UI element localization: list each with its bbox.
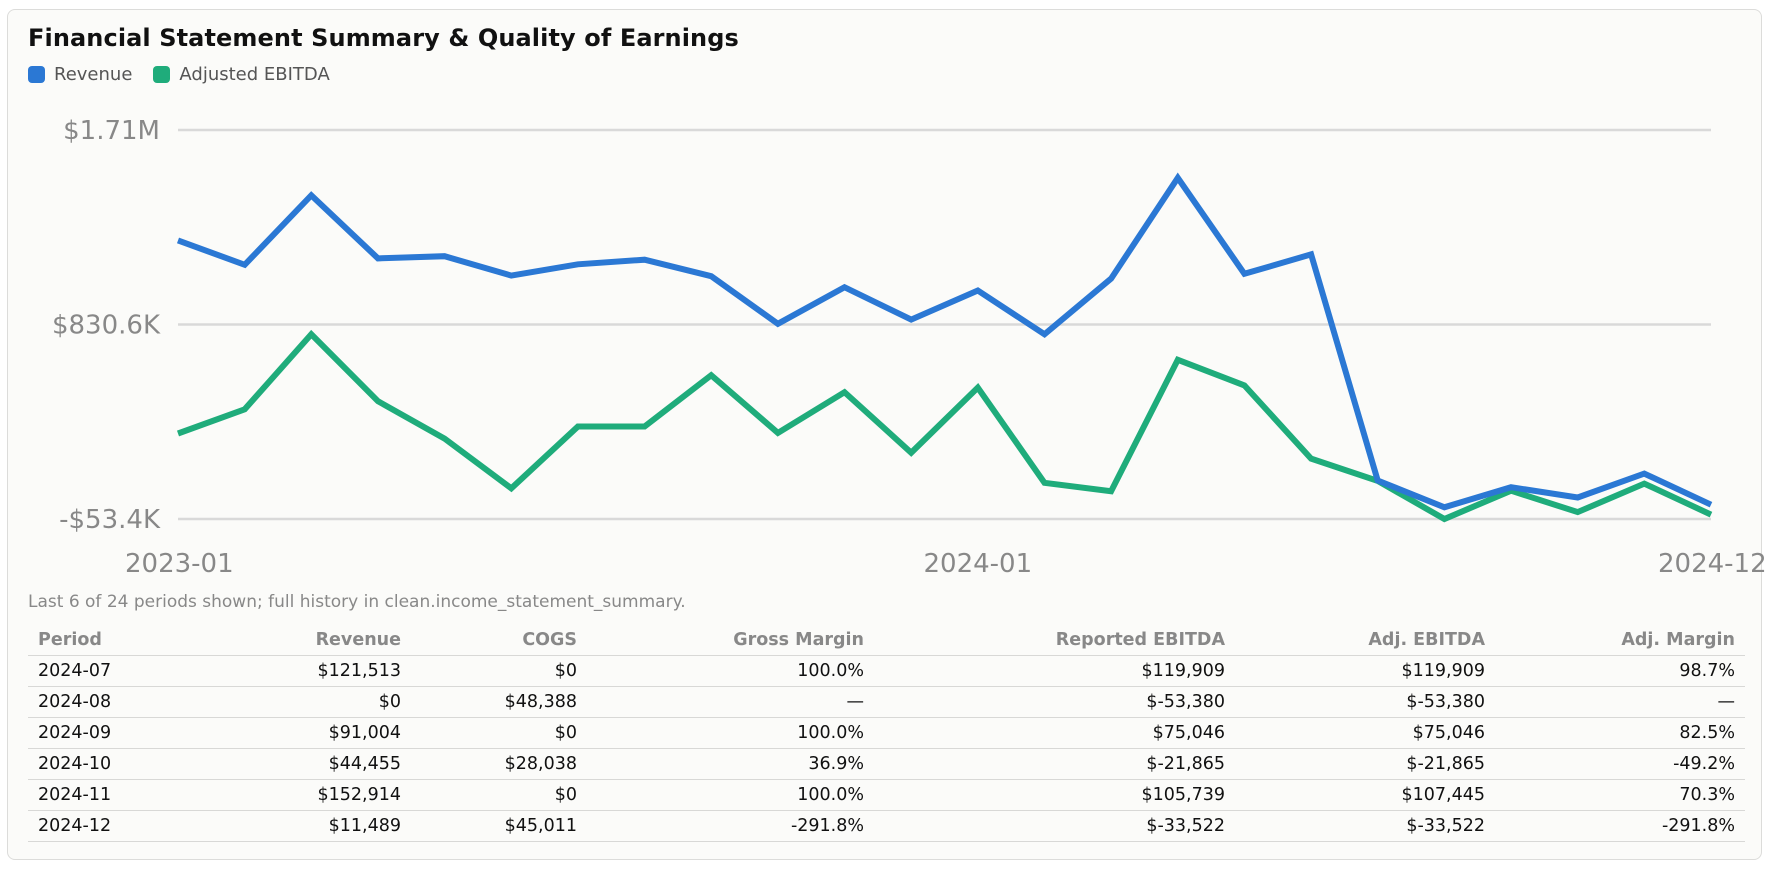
cell-revenue: $121,513 <box>178 655 411 687</box>
cell-cogs: $0 <box>411 779 587 811</box>
table-note: Last 6 of 24 periods shown; full history… <box>28 592 686 612</box>
cell-adj-ebitda: $107,445 <box>1235 779 1495 811</box>
table-header-row: Period Revenue COGS Gross Margin Reporte… <box>28 624 1745 656</box>
cell-reported-ebitda: $105,739 <box>874 779 1235 811</box>
cell-adj-ebitda: $75,046 <box>1235 717 1495 749</box>
cell-gross-margin: 36.9% <box>587 748 874 780</box>
cell-gross-margin: — <box>587 686 874 718</box>
legend-item-revenue[interactable]: Revenue <box>28 64 132 85</box>
cell-reported-ebitda: $75,046 <box>874 717 1235 749</box>
cell-cogs: $0 <box>411 717 587 749</box>
cell-gross-margin: 100.0% <box>587 779 874 811</box>
column-header-period[interactable]: Period <box>28 624 178 656</box>
cell-adj-ebitda: $-33,522 <box>1235 810 1495 842</box>
column-header-revenue[interactable]: Revenue <box>178 624 411 656</box>
summary-table: Period Revenue COGS Gross Margin Reporte… <box>28 624 1745 842</box>
legend-label-adjusted-ebitda: Adjusted EBITDA <box>179 64 330 85</box>
cell-reported-ebitda: $-33,522 <box>874 810 1235 842</box>
column-header-cogs[interactable]: COGS <box>411 624 587 656</box>
cell-adj-margin: — <box>1495 686 1745 718</box>
cell-adj-margin: -291.8% <box>1495 810 1745 842</box>
cell-adj-ebitda: $-21,865 <box>1235 748 1495 780</box>
table-row: 2024-10 $44,455 $28,038 36.9% $-21,865 $… <box>28 748 1745 780</box>
x-tick-label: 2024-01 <box>924 549 1033 579</box>
cell-adj-ebitda: $-53,380 <box>1235 686 1495 718</box>
chart-title: Financial Statement Summary & Quality of… <box>28 24 739 52</box>
cell-period: 2024-10 <box>28 748 178 780</box>
cell-adj-ebitda: $119,909 <box>1235 655 1495 687</box>
column-header-adj-ebitda[interactable]: Adj. EBITDA <box>1235 624 1495 656</box>
table-row: 2024-08 $0 $48,388 — $-53,380 $-53,380 — <box>28 686 1745 718</box>
cell-revenue: $152,914 <box>178 779 411 811</box>
legend-swatch-adjusted-ebitda <box>153 66 171 83</box>
summary-table-container: Period Revenue COGS Gross Margin Reporte… <box>28 624 1745 842</box>
cell-gross-margin: 100.0% <box>587 717 874 749</box>
x-tick-label: 2024-12 <box>1658 549 1767 579</box>
cell-adj-margin: 70.3% <box>1495 779 1745 811</box>
cell-cogs: $28,038 <box>411 748 587 780</box>
cell-revenue: $44,455 <box>178 748 411 780</box>
chart-legend: Revenue Adjusted EBITDA <box>28 64 351 85</box>
series-line-adjusted-ebitda <box>176 329 1713 523</box>
cell-cogs: $0 <box>411 655 587 687</box>
y-tick-label: $1.71M <box>63 116 160 146</box>
y-tick-label: $830.6K <box>52 311 161 341</box>
table-row: 2024-12 $11,489 $45,011 -291.8% $-33,522… <box>28 810 1745 842</box>
table-row: 2024-07 $121,513 $0 100.0% $119,909 $119… <box>28 655 1745 687</box>
cell-revenue: $11,489 <box>178 810 411 842</box>
legend-swatch-revenue <box>28 66 45 83</box>
cell-gross-margin: -291.8% <box>587 810 874 842</box>
cell-revenue: $91,004 <box>178 717 411 749</box>
cell-cogs: $48,388 <box>411 686 587 718</box>
cell-adj-margin: 82.5% <box>1495 717 1745 749</box>
y-tick-label: -$53.4K <box>59 505 161 535</box>
column-header-reported-ebitda[interactable]: Reported EBITDA <box>874 624 1235 656</box>
cell-period: 2024-09 <box>28 717 178 749</box>
cell-revenue: $0 <box>178 686 411 718</box>
cell-adj-margin: 98.7% <box>1495 655 1745 687</box>
line-chart: $1.71M $830.6K -$53.4K 2023-01 2024-01 2024-1… <box>52 116 1767 579</box>
cell-period: 2024-07 <box>28 655 178 687</box>
legend-label-revenue: Revenue <box>54 64 133 85</box>
cell-gross-margin: 100.0% <box>587 655 874 687</box>
cell-reported-ebitda: $-53,380 <box>874 686 1235 718</box>
cell-period: 2024-12 <box>28 810 178 842</box>
series-line-revenue <box>176 172 1713 511</box>
x-tick-label: 2023-01 <box>125 549 234 579</box>
cell-period: 2024-11 <box>28 779 178 811</box>
column-header-gross-margin[interactable]: Gross Margin <box>587 624 874 656</box>
column-header-adj-margin[interactable]: Adj. Margin <box>1495 624 1745 656</box>
table-row: 2024-11 $152,914 $0 100.0% $105,739 $107… <box>28 779 1745 811</box>
legend-item-adjusted-ebitda[interactable]: Adjusted EBITDA <box>153 64 330 85</box>
cell-cogs: $45,011 <box>411 810 587 842</box>
cell-reported-ebitda: $119,909 <box>874 655 1235 687</box>
cell-reported-ebitda: $-21,865 <box>874 748 1235 780</box>
table-row: 2024-09 $91,004 $0 100.0% $75,046 $75,04… <box>28 717 1745 749</box>
cell-adj-margin: -49.2% <box>1495 748 1745 780</box>
cell-period: 2024-08 <box>28 686 178 718</box>
